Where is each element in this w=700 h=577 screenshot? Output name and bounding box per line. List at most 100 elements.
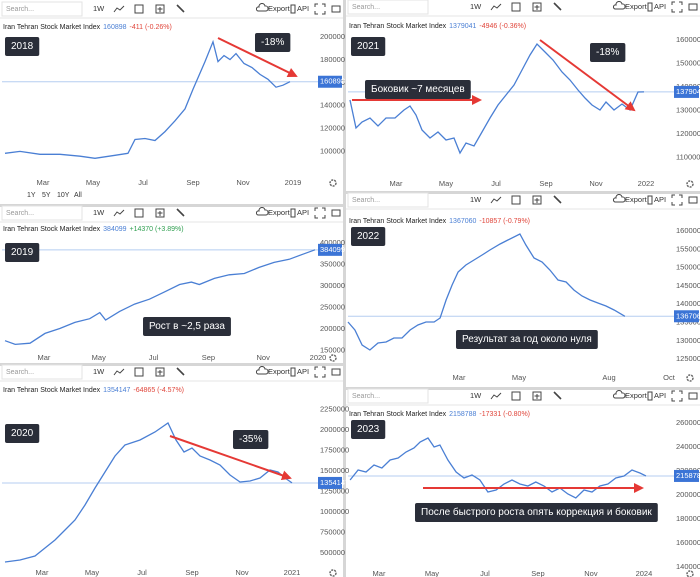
- chart-type-icon[interactable]: [113, 368, 125, 376]
- calendar-icon[interactable]: [134, 208, 144, 218]
- api-button[interactable]: API: [297, 208, 309, 217]
- export-button[interactable]: Export: [268, 4, 291, 13]
- search-placeholder[interactable]: Search...: [352, 4, 380, 11]
- search-box[interactable]: [1, 205, 83, 221]
- search-placeholder[interactable]: Search...: [6, 210, 34, 217]
- settings-icon[interactable]: [329, 569, 337, 577]
- chart-title: Iran Tehran Stock Market Index: [3, 24, 101, 31]
- search-box[interactable]: [1, 1, 83, 17]
- chart-type-icon[interactable]: [490, 3, 502, 11]
- y-tick-label: 2000000: [320, 425, 349, 434]
- price-line: [349, 42, 645, 155]
- search-box[interactable]: [347, 192, 429, 208]
- tool-icon[interactable]: [176, 4, 185, 13]
- search-box[interactable]: [347, 388, 429, 404]
- search-placeholder[interactable]: Search...: [352, 393, 380, 400]
- year-label: 2019: [11, 247, 34, 258]
- trend-arrow: [539, 39, 636, 112]
- tool-icon[interactable]: [176, 208, 185, 217]
- calendar-icon[interactable]: [134, 4, 144, 14]
- chart-type-icon[interactable]: [113, 5, 125, 13]
- compare-icon[interactable]: [532, 195, 542, 205]
- fullscreen-icon[interactable]: [671, 390, 683, 402]
- settings-icon[interactable]: [329, 354, 337, 362]
- fullscreen-icon[interactable]: [314, 207, 326, 219]
- y-tick-label: 1400000: [676, 299, 700, 308]
- export-button[interactable]: Export: [625, 195, 648, 204]
- range-button[interactable]: 10Y: [57, 192, 70, 199]
- annotation: -35%: [239, 434, 262, 445]
- export-button[interactable]: Export: [268, 367, 291, 376]
- api-icon: [647, 391, 653, 401]
- chart-type-icon[interactable]: [490, 196, 502, 204]
- fullscreen-icon[interactable]: [314, 3, 326, 15]
- last-value-tag-label: 384099: [320, 245, 345, 254]
- y-tick-label: 1400000: [676, 562, 700, 571]
- range-button[interactable]: 1Y: [27, 192, 36, 199]
- settings-icon[interactable]: [686, 570, 694, 577]
- x-tick-label: Mar: [390, 179, 403, 188]
- interval-button[interactable]: 1W: [470, 195, 482, 204]
- export-button[interactable]: Export: [268, 208, 291, 217]
- compare-icon[interactable]: [155, 208, 165, 218]
- y-tick-label: 2600000: [676, 418, 700, 427]
- settings-icon[interactable]: [686, 374, 694, 382]
- x-tick-label: Sep: [186, 178, 199, 187]
- api-button[interactable]: API: [654, 391, 666, 400]
- api-button[interactable]: API: [654, 2, 666, 11]
- export-button[interactable]: Export: [625, 391, 648, 400]
- search-placeholder[interactable]: Search...: [352, 197, 380, 204]
- interval-button[interactable]: 1W: [470, 391, 482, 400]
- calendar-icon[interactable]: [511, 2, 521, 12]
- tool-icon[interactable]: [553, 391, 562, 400]
- calendar-icon[interactable]: [511, 195, 521, 205]
- tool-icon[interactable]: [553, 2, 562, 11]
- interval-button[interactable]: 1W: [93, 208, 105, 217]
- cloud-icon: [613, 0, 626, 10]
- range-button[interactable]: All: [74, 192, 82, 199]
- search-box[interactable]: [347, 0, 429, 15]
- screenshot-icon[interactable]: [331, 368, 341, 376]
- interval-button[interactable]: 1W: [93, 4, 105, 13]
- search-placeholder[interactable]: Search...: [6, 6, 34, 13]
- screenshot-icon[interactable]: [688, 392, 698, 400]
- last-value-tag: [318, 75, 342, 88]
- search-placeholder[interactable]: Search...: [6, 369, 34, 376]
- interval-button[interactable]: 1W: [93, 367, 105, 376]
- compare-icon[interactable]: [532, 2, 542, 12]
- last-value: 160898: [103, 24, 126, 31]
- fullscreen-icon[interactable]: [671, 194, 683, 206]
- chart-type-icon[interactable]: [490, 392, 502, 400]
- price-line: [4, 249, 316, 346]
- compare-icon[interactable]: [532, 391, 542, 401]
- screenshot-icon[interactable]: [331, 209, 341, 217]
- tool-icon[interactable]: [553, 195, 562, 204]
- settings-icon[interactable]: [686, 180, 694, 188]
- fullscreen-icon[interactable]: [314, 366, 326, 378]
- calendar-icon[interactable]: [134, 367, 144, 377]
- compare-icon[interactable]: [155, 367, 165, 377]
- api-button[interactable]: API: [654, 195, 666, 204]
- screenshot-icon[interactable]: [688, 196, 698, 204]
- chart-type-icon[interactable]: [113, 209, 125, 217]
- y-tick-label: 1600000: [676, 538, 700, 547]
- chart-title: Iran Tehran Stock Market Index: [349, 23, 447, 30]
- calendar-icon[interactable]: [511, 391, 521, 401]
- range-button[interactable]: 5Y: [42, 192, 51, 199]
- y-tick-label: 350000: [320, 259, 345, 268]
- annotation: Боковик ~7 месяцев: [371, 84, 465, 95]
- y-tick-label: 200000: [320, 32, 345, 41]
- compare-icon[interactable]: [155, 4, 165, 14]
- screenshot-icon[interactable]: [688, 3, 698, 11]
- interval-button[interactable]: 1W: [470, 2, 482, 11]
- export-button[interactable]: Export: [625, 2, 648, 11]
- screenshot-icon[interactable]: [331, 5, 341, 13]
- settings-icon[interactable]: [329, 179, 337, 187]
- x-tick-label: Mar: [373, 569, 386, 577]
- api-button[interactable]: API: [297, 4, 309, 13]
- tool-icon[interactable]: [176, 367, 185, 376]
- api-button[interactable]: API: [297, 367, 309, 376]
- search-box[interactable]: [1, 364, 83, 380]
- fullscreen-icon[interactable]: [671, 1, 683, 13]
- last-value-tag: [318, 476, 342, 489]
